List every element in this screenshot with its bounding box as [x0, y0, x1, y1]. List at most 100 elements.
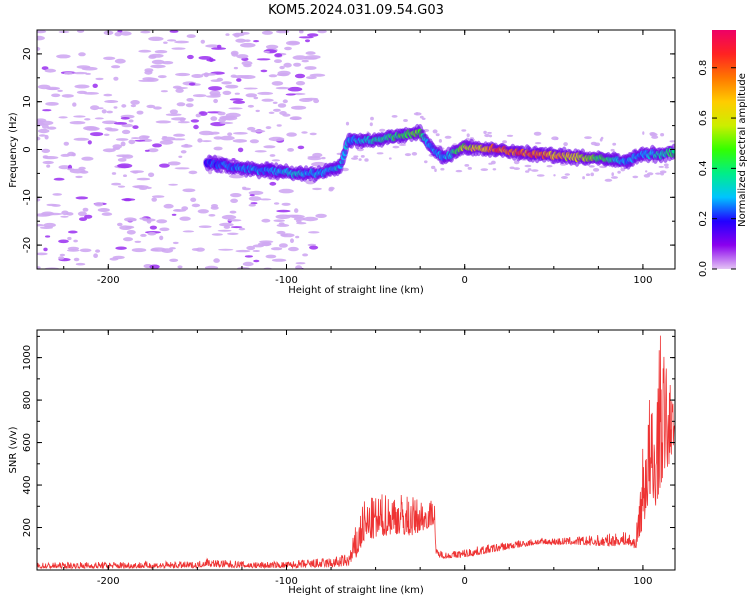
- noise-speckle: [315, 213, 327, 218]
- x-tick-label: -200: [97, 275, 120, 286]
- noise-speckle: [658, 165, 664, 168]
- noise-speckle: [176, 102, 186, 107]
- noise-speckle: [307, 156, 322, 161]
- noise-speckle: [611, 176, 618, 179]
- noise-speckle: [250, 129, 266, 133]
- snr-frame: [36, 329, 676, 571]
- noise-speckle: [360, 155, 365, 158]
- noise-speckle: [121, 198, 136, 201]
- noise-speckle: [150, 64, 166, 69]
- noise-speckle: [42, 109, 52, 112]
- noise-speckle: [217, 44, 222, 49]
- noise-speckle: [295, 235, 300, 239]
- noise-speckle: [41, 66, 49, 70]
- noise-speckle: [58, 116, 68, 119]
- noise-speckle: [148, 36, 164, 41]
- noise-speckle: [90, 105, 100, 111]
- noise-speckle: [240, 42, 256, 48]
- noise-speckle: [121, 154, 134, 159]
- spectrogram-ylabel: Frequency (Hz): [8, 112, 19, 188]
- noise-speckle: [379, 128, 386, 132]
- noise-speckle: [524, 164, 532, 168]
- noise-speckle: [248, 203, 256, 207]
- noise-speckle: [287, 148, 294, 152]
- y-tick-label: 800: [22, 391, 33, 410]
- noise-speckle: [219, 135, 235, 141]
- noise-speckle: [655, 172, 662, 175]
- noise-speckle: [227, 132, 233, 136]
- noise-speckle: [58, 256, 65, 260]
- noise-speckle: [438, 139, 442, 143]
- noise-speckle: [204, 265, 219, 269]
- noise-speckle: [617, 170, 621, 174]
- noise-speckle: [149, 53, 164, 58]
- noise-speckle: [169, 30, 179, 33]
- x-tick-label: 100: [633, 576, 652, 587]
- noise-speckle: [182, 188, 196, 193]
- noise-speckle: [278, 243, 288, 248]
- noise-speckle: [309, 73, 326, 77]
- noise-speckle: [248, 190, 264, 195]
- noise-speckle: [115, 246, 127, 250]
- noise-speckle: [230, 193, 242, 198]
- noise-speckle: [612, 142, 617, 146]
- noise-speckle: [195, 247, 205, 252]
- noise-speckle: [217, 111, 226, 116]
- noise-speckle: [121, 129, 131, 135]
- y-tick-label: -10: [22, 189, 33, 205]
- noise-speckle: [370, 116, 374, 121]
- noise-speckle: [179, 216, 191, 221]
- noise-speckle: [117, 163, 133, 169]
- noise-speckle: [265, 254, 277, 259]
- noise-speckle: [279, 65, 285, 70]
- noise-speckle: [221, 81, 233, 85]
- noise-speckle: [223, 225, 231, 229]
- noise-speckle: [63, 141, 69, 146]
- noise-speckle: [111, 172, 117, 175]
- noise-speckle: [198, 56, 212, 60]
- noise-speckle: [369, 122, 373, 127]
- noise-speckle: [43, 222, 56, 228]
- noise-speckle: [159, 163, 170, 168]
- noise-speckle: [225, 33, 230, 36]
- noise-speckle: [77, 211, 87, 217]
- noise-speckle: [642, 131, 645, 135]
- noise-speckle: [151, 59, 165, 65]
- noise-speckle: [144, 70, 153, 75]
- noise-speckle: [404, 153, 412, 157]
- noise-speckle: [265, 126, 272, 130]
- noise-speckle: [238, 227, 246, 231]
- noise-speckle: [41, 211, 55, 216]
- noise-speckle: [37, 266, 41, 269]
- noise-speckle: [230, 226, 243, 229]
- noise-speckle: [237, 147, 244, 153]
- noise-speckle: [254, 150, 267, 153]
- noise-speckle: [83, 92, 99, 95]
- noise-speckle: [256, 58, 271, 61]
- noise-speckle: [235, 249, 251, 253]
- noise-speckle: [527, 168, 532, 171]
- noise-speckle: [38, 134, 47, 137]
- noise-speckle: [345, 121, 350, 126]
- noise-speckle: [243, 64, 252, 68]
- noise-speckle: [102, 120, 118, 125]
- noise-speckle: [205, 44, 220, 48]
- noise-speckle: [286, 132, 297, 137]
- noise-speckle: [242, 186, 247, 189]
- snr-series-line: [37, 335, 675, 570]
- noise-speckle: [466, 133, 470, 138]
- noise-speckle: [268, 111, 275, 115]
- noise-speckle: [632, 175, 639, 179]
- noise-speckle: [604, 178, 613, 182]
- noise-speckle: [73, 71, 88, 75]
- noise-speckle: [259, 240, 274, 244]
- noise-speckle: [144, 149, 150, 152]
- noise-speckle: [411, 152, 418, 156]
- noise-speckle: [236, 78, 242, 82]
- spectrogram-xlabel: Height of straight line (km): [288, 285, 424, 296]
- noise-speckle: [611, 172, 614, 177]
- noise-speckle: [42, 156, 59, 160]
- noise-speckle: [211, 204, 218, 208]
- noise-speckle: [142, 77, 155, 81]
- noise-speckle: [233, 132, 248, 135]
